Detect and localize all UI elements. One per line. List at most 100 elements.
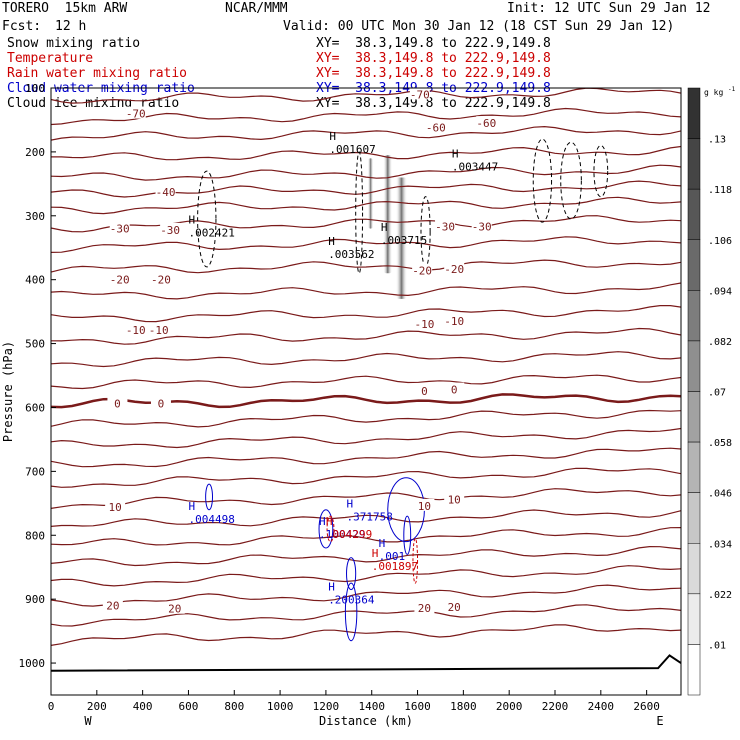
isotherm-label: -10 <box>414 318 434 331</box>
header: TORERO 15km ARW NCAR/MMM Init: 12 UTC Su… <box>0 0 740 115</box>
extremum-value: .001897 <box>372 560 418 573</box>
isotherm-label: -10 <box>149 324 169 337</box>
extremum-value: .002421 <box>188 226 234 239</box>
colorbar-tick-label: .13 <box>708 135 726 146</box>
plot-frame <box>50 87 682 696</box>
temperature-labels: -70 -70 -60 -60 -40 -30 -30 -30 -30 -20 -20 -20 -20 -… <box>102 87 497 616</box>
valid-time: Valid: 00 UTC Mon 30 Jan 12 (18 CST Sun … <box>283 19 675 34</box>
x-tick-label: 1400 <box>358 700 385 713</box>
y-tick-label: 900 <box>25 593 45 606</box>
field-xy: XY= 38.3,149.8 to 222.9,149.8 <box>316 96 551 111</box>
x-axis-title: Distance (km) <box>319 714 413 728</box>
label-bg <box>107 396 128 409</box>
x-tick-label: 1800 <box>450 700 477 713</box>
field-xy: XY= 38.3,149.8 to 222.9,149.8 <box>316 66 551 81</box>
label-bg <box>148 323 169 336</box>
colorbar-cell <box>687 441 701 493</box>
label-bg <box>425 120 446 133</box>
extremum-labels: H.001607 H.003447H.002421H.003562H.003715… <box>188 130 498 606</box>
extremum-mark: H <box>379 537 386 550</box>
extremum-mark: H <box>372 547 379 560</box>
isotherm <box>51 145 682 161</box>
isotherm <box>50 393 682 409</box>
extremum-value: .371758 <box>347 511 393 524</box>
y-tick-label: 800 <box>25 529 45 542</box>
y-tick-label: 700 <box>25 465 45 478</box>
extremum-value: .003562 <box>328 248 374 261</box>
isotherm <box>50 107 682 126</box>
isotherm-label: -60 <box>476 117 496 130</box>
label-bg <box>164 601 185 614</box>
colorbar-tick-label: .118 <box>708 185 732 196</box>
label-bg <box>412 263 433 276</box>
isotherm-label: 20 <box>418 602 431 615</box>
y-tick-label: 400 <box>25 274 45 287</box>
isotherm-label: 0 <box>421 385 428 398</box>
isotherm-label: 0 <box>158 398 165 411</box>
isotherm <box>50 624 682 646</box>
x-tick-label: 0 <box>48 700 55 713</box>
snow-shade <box>367 158 374 229</box>
extremum-mark: H <box>326 515 333 528</box>
colorbar-cell <box>687 290 701 342</box>
isotherm <box>50 180 682 198</box>
cloud-water-contour <box>344 582 358 642</box>
isotherm <box>50 565 682 587</box>
field-xy: XY= 38.3,149.8 to 222.9,149.8 <box>316 51 551 66</box>
isotherm-label: -60 <box>426 122 446 135</box>
cloud-ice-contour <box>355 151 364 274</box>
label-bg <box>476 116 497 129</box>
colorbar-unit-exponent: -1 <box>728 86 736 93</box>
fcst-label: Fcst: <box>2 19 42 34</box>
isotherm-label: 0 <box>114 398 121 411</box>
extremum-mark: H <box>452 147 459 160</box>
label-bg <box>150 272 171 285</box>
label-bg <box>125 106 146 119</box>
colorbar-tick-label: .034 <box>708 539 732 550</box>
cloud-ice-contour <box>593 145 609 198</box>
colorbar-cell <box>687 239 701 291</box>
label-bg <box>109 221 130 234</box>
colorbar-cell <box>687 492 701 544</box>
isotherm <box>50 545 682 567</box>
isotherm <box>50 196 682 215</box>
x-tick-label: 2400 <box>588 700 615 713</box>
label-bg <box>150 396 171 409</box>
label-bg <box>105 500 126 513</box>
colorbar-cell <box>687 391 701 443</box>
isotherm <box>50 409 682 428</box>
x-tick-label: 1600 <box>404 700 431 713</box>
label-bg <box>444 382 465 395</box>
label-bg <box>102 598 123 611</box>
isotherm-label: -70 <box>126 108 146 121</box>
temperature-contours <box>50 87 682 646</box>
cloud-water-contour <box>403 515 412 555</box>
isotherm <box>50 259 682 274</box>
fcst-value: 12 h <box>55 19 87 34</box>
label-bg <box>444 599 465 612</box>
isotherm <box>50 351 682 368</box>
isotherm <box>50 488 682 509</box>
extremum-value: .003715 <box>381 234 427 247</box>
colorbar-cell <box>687 87 701 139</box>
label-bg <box>471 219 492 232</box>
extremum-value: .100429 <box>319 528 365 541</box>
isotherm <box>50 509 682 527</box>
colorbar-tick-label: .094 <box>708 286 732 297</box>
y-tick-label: 300 <box>25 210 45 223</box>
extremum-value: .001607 <box>329 143 375 156</box>
x-tick-label: 400 <box>133 700 153 713</box>
isotherm-label: 10 <box>109 501 122 514</box>
isotherm-label: -20 <box>110 274 130 287</box>
extremum-value: .004498 <box>188 513 234 526</box>
x-tick-label: 200 <box>87 700 107 713</box>
isotherm-label: -20 <box>412 265 432 278</box>
isotherm <box>50 467 682 488</box>
label-bg <box>444 261 465 274</box>
extremum-mark: H <box>347 498 354 511</box>
terrain-line <box>50 654 682 672</box>
colorbar-tick-label: .022 <box>708 590 732 601</box>
x-tick-label: 800 <box>224 700 244 713</box>
x-tick-label: 2200 <box>542 700 569 713</box>
